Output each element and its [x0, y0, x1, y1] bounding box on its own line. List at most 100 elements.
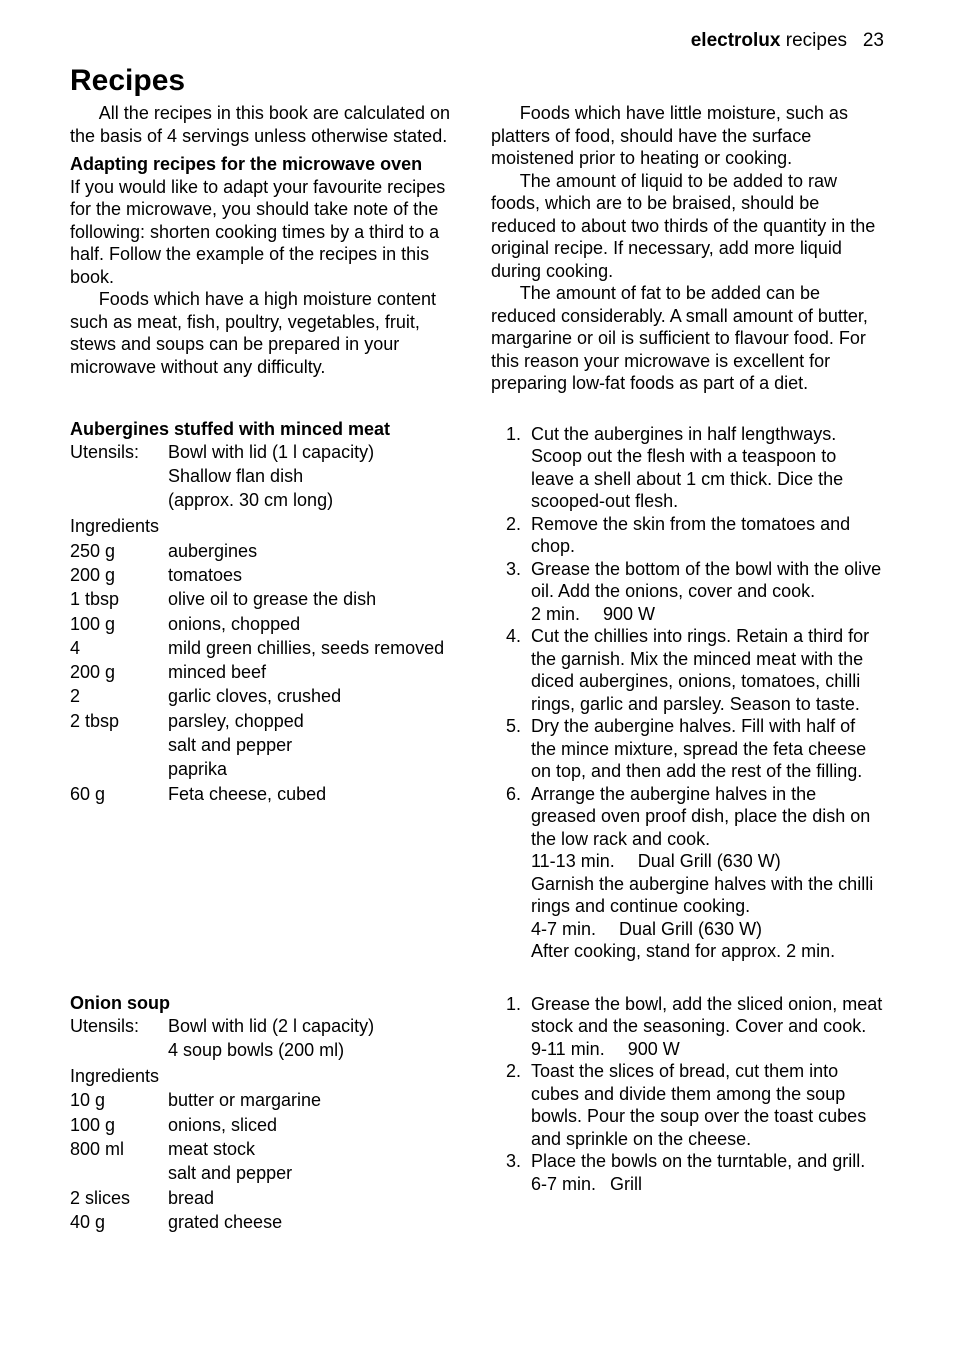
step-row: 2.Toast the slices of bread, cut them in… — [491, 1060, 884, 1150]
recipe-b-right: 1.Grease the bowl, add the sliced onion,… — [491, 993, 884, 1235]
intro-para: All the recipes in this book are calcula… — [70, 102, 463, 147]
step-text: Cut the chillies into rings. Retain a th… — [531, 625, 884, 715]
ingredient-qty: 2 tbsp — [70, 709, 168, 733]
step-number: 2. — [491, 1060, 531, 1150]
page-header: electrolux recipes 23 — [70, 30, 884, 52]
ingredient-row: 1 tbspolive oil to grease the dish — [70, 587, 463, 611]
ingredient-item: garlic cloves, crushed — [168, 684, 463, 708]
intro-left: All the recipes in this book are calcula… — [70, 102, 463, 395]
ingredient-qty: 100 g — [70, 612, 168, 636]
ingredient-item: Feta cheese, cubed — [168, 782, 463, 806]
recipe-a-left: Aubergines stuffed with minced meat Uten… — [70, 405, 463, 963]
ingredient-qty: 200 g — [70, 660, 168, 684]
ingredients-label: Ingredients — [70, 1064, 463, 1088]
ingredient-row: 200 gminced beef — [70, 660, 463, 684]
utensil-item: Bowl with lid (2 l capacity) — [168, 1014, 463, 1038]
recipe-a-right: 1.Cut the aubergines in half lengthways.… — [491, 405, 884, 963]
ingredient-item: grated cheese — [168, 1210, 463, 1234]
ingredient-item: tomatoes — [168, 563, 463, 587]
intro-para: The amount of liquid to be added to raw … — [491, 170, 884, 283]
page: electrolux recipes 23 Recipes All the re… — [0, 0, 954, 1274]
recipe-title: Aubergines stuffed with minced meat — [70, 419, 463, 440]
ingredient-qty — [70, 733, 168, 757]
ingredient-item: onions, sliced — [168, 1113, 463, 1137]
ingredient-item: olive oil to grease the dish — [168, 587, 463, 611]
ingredient-row: 100 gonions, sliced — [70, 1113, 463, 1137]
utensils-label: Utensils: — [70, 440, 168, 464]
step-row: 1.Grease the bowl, add the sliced onion,… — [491, 993, 884, 1061]
step-row: 2.Remove the skin from the tomatoes and … — [491, 513, 884, 558]
recipe-b-left: Onion soup Utensils: Bowl with lid (2 l … — [70, 993, 463, 1235]
ingredient-row: salt and pepper — [70, 733, 463, 757]
ingredient-qty: 2 — [70, 684, 168, 708]
ingredient-qty: 4 — [70, 636, 168, 660]
step-number: 3. — [491, 558, 531, 626]
utensils-row: Utensils: Bowl with lid (2 l capacity) — [70, 1014, 463, 1038]
ingredient-row: salt and pepper — [70, 1161, 463, 1185]
ingredients-list-b: 10 gbutter or margarine100 gonions, slic… — [70, 1088, 463, 1234]
ingredient-qty: 1 tbsp — [70, 587, 168, 611]
ingredient-row: 2 slicesbread — [70, 1186, 463, 1210]
utensil-item: 4 soup bowls (200 ml) — [168, 1038, 463, 1062]
ingredient-row: 10 gbutter or margarine — [70, 1088, 463, 1112]
ingredient-row: paprika — [70, 757, 463, 781]
utensil-item: Shallow flan dish — [168, 464, 463, 488]
ingredient-qty: 200 g — [70, 563, 168, 587]
ingredient-row: 60 gFeta cheese, cubed — [70, 782, 463, 806]
ingredient-row: 800 mlmeat stock — [70, 1137, 463, 1161]
ingredient-row: 2garlic cloves, crushed — [70, 684, 463, 708]
ingredient-qty: 800 ml — [70, 1137, 168, 1161]
ingredient-item: paprika — [168, 757, 463, 781]
intro-para: Foods which have a high moisture content… — [70, 288, 463, 378]
step-number: 3. — [491, 1150, 531, 1195]
ingredient-qty — [70, 757, 168, 781]
intro-columns: All the recipes in this book are calcula… — [70, 102, 884, 395]
header-section: recipes — [786, 30, 847, 51]
utensils-row: Utensils: Bowl with lid (1 l capacity) — [70, 440, 463, 464]
ingredient-qty: 2 slices — [70, 1186, 168, 1210]
page-number: 23 — [863, 30, 884, 51]
ingredient-item: minced beef — [168, 660, 463, 684]
intro-para: If you would like to adapt your favourit… — [70, 176, 463, 289]
step-text: Remove the skin from the tomatoes and ch… — [531, 513, 884, 558]
steps-list-b: 1.Grease the bowl, add the sliced onion,… — [491, 993, 884, 1196]
ingredient-item: butter or margarine — [168, 1088, 463, 1112]
step-text: Arrange the aubergine halves in the grea… — [531, 783, 884, 963]
step-number: 1. — [491, 423, 531, 513]
ingredient-qty: 250 g — [70, 539, 168, 563]
ingredient-item: salt and pepper — [168, 733, 463, 757]
ingredient-qty: 100 g — [70, 1113, 168, 1137]
intro-right: Foods which have little moisture, such a… — [491, 102, 884, 395]
ingredient-row: 100 gonions, chopped — [70, 612, 463, 636]
step-row: 3.Place the bowls on the turntable, and … — [491, 1150, 884, 1195]
ingredient-item: salt and pepper — [168, 1161, 463, 1185]
ingredient-item: onions, chopped — [168, 612, 463, 636]
step-text: Toast the slices of bread, cut them into… — [531, 1060, 884, 1150]
utensils-row: 4 soup bowls (200 ml) — [70, 1038, 463, 1062]
step-number: 6. — [491, 783, 531, 963]
ingredient-item: parsley, chopped — [168, 709, 463, 733]
ingredient-qty: 60 g — [70, 782, 168, 806]
utensils-row: Shallow flan dish — [70, 464, 463, 488]
ingredient-item: meat stock — [168, 1137, 463, 1161]
intro-para: Foods which have little moisture, such a… — [491, 102, 884, 170]
utensil-item: (approx. 30 cm long) — [168, 488, 463, 512]
step-number: 2. — [491, 513, 531, 558]
utensils-label: Utensils: — [70, 1014, 168, 1038]
step-number: 4. — [491, 625, 531, 715]
step-number: 1. — [491, 993, 531, 1061]
steps-list-a: 1.Cut the aubergines in half lengthways.… — [491, 423, 884, 963]
step-row: 1.Cut the aubergines in half lengthways.… — [491, 423, 884, 513]
step-number: 5. — [491, 715, 531, 783]
recipe-onion-soup: Onion soup Utensils: Bowl with lid (2 l … — [70, 993, 884, 1235]
utensil-item: Bowl with lid (1 l capacity) — [168, 440, 463, 464]
ingredient-row: 250 gaubergines — [70, 539, 463, 563]
ingredient-qty — [70, 1161, 168, 1185]
ingredients-label: Ingredients — [70, 514, 463, 538]
recipe-aubergines: Aubergines stuffed with minced meat Uten… — [70, 405, 884, 963]
recipe-title: Onion soup — [70, 993, 463, 1014]
ingredient-row: 4mild green chillies, seeds removed — [70, 636, 463, 660]
brand-name: electrolux — [691, 30, 781, 51]
ingredient-row: 40 ggrated cheese — [70, 1210, 463, 1234]
ingredient-qty: 10 g — [70, 1088, 168, 1112]
